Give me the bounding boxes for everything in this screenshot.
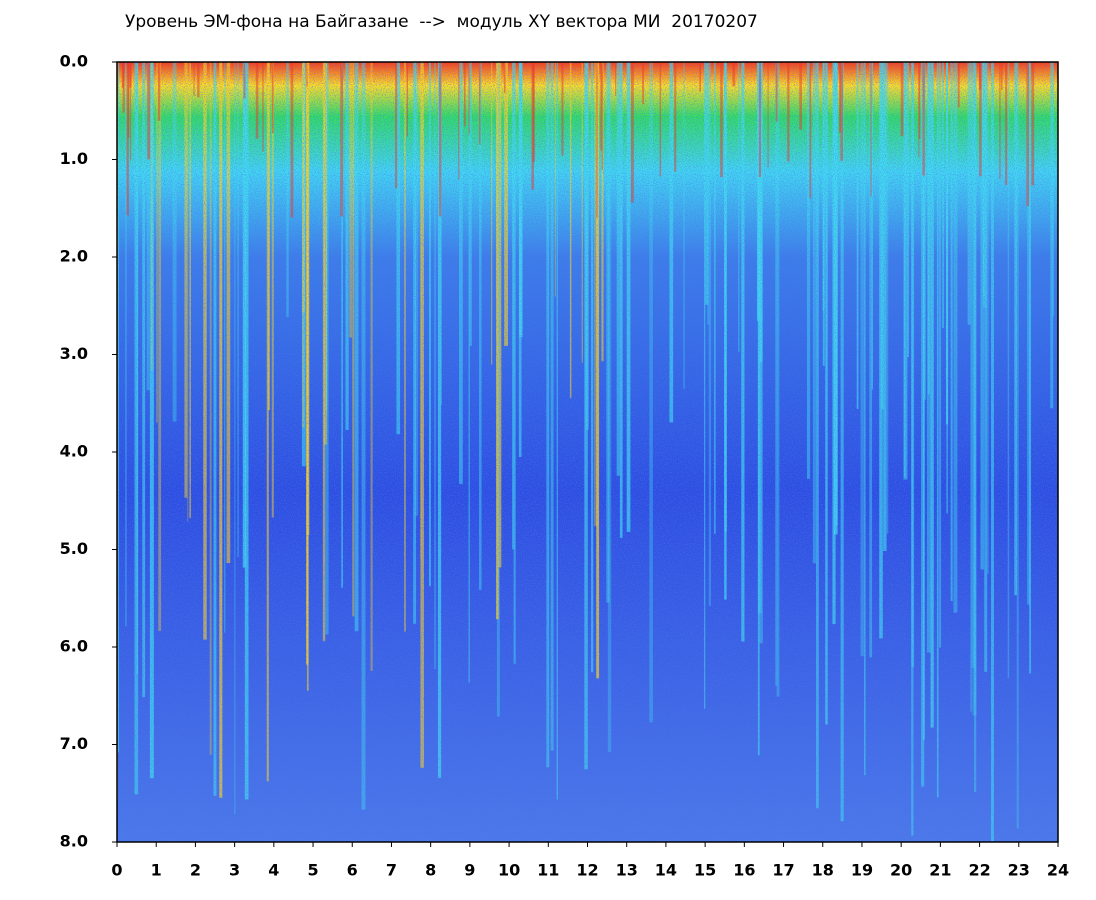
x-tick-label: 6 xyxy=(347,861,358,880)
heatmap-area xyxy=(117,62,1058,842)
y-tick-label: 7.0 xyxy=(60,734,88,753)
y-tick-label: 8.0 xyxy=(60,832,88,851)
y-tick-label: 4.0 xyxy=(60,442,88,461)
x-tick-label: 9 xyxy=(464,861,475,880)
x-tick-label: 16 xyxy=(733,861,755,880)
x-tick-label: 5 xyxy=(307,861,318,880)
x-tick-label: 18 xyxy=(812,861,834,880)
x-tick-label: 1 xyxy=(151,861,162,880)
x-tick-label: 13 xyxy=(616,861,638,880)
x-tick-label: 17 xyxy=(772,861,794,880)
x-tick-label: 8 xyxy=(425,861,436,880)
x-tick-label: 10 xyxy=(498,861,520,880)
speckle xyxy=(117,62,1058,842)
x-tick-label: 19 xyxy=(851,861,873,880)
x-tick-label: 22 xyxy=(968,861,990,880)
x-tick-label: 21 xyxy=(929,861,951,880)
x-tick-label: 24 xyxy=(1047,861,1069,880)
x-tick-label: 12 xyxy=(576,861,598,880)
x-tick-label: 7 xyxy=(386,861,397,880)
y-tick-label: 2.0 xyxy=(60,247,88,266)
x-tick-label: 14 xyxy=(655,861,677,880)
x-tick-label: 0 xyxy=(111,861,122,880)
y-tick-label: 5.0 xyxy=(60,539,88,558)
y-tick-label: 6.0 xyxy=(60,637,88,656)
x-tick-label: 4 xyxy=(268,861,279,880)
y-tick-label: 0.0 xyxy=(60,52,88,71)
x-tick-label: 23 xyxy=(1008,861,1030,880)
x-tick-label: 11 xyxy=(537,861,559,880)
x-tick-label: 20 xyxy=(890,861,912,880)
y-tick-label: 3.0 xyxy=(60,344,88,363)
y-tick-label: 1.0 xyxy=(60,149,88,168)
chart-title: Уровень ЭМ-фона на Байгазане --> модуль … xyxy=(125,12,758,32)
x-tick-label: 2 xyxy=(190,861,201,880)
x-tick-label: 15 xyxy=(694,861,716,880)
x-tick-label: 3 xyxy=(229,861,240,880)
